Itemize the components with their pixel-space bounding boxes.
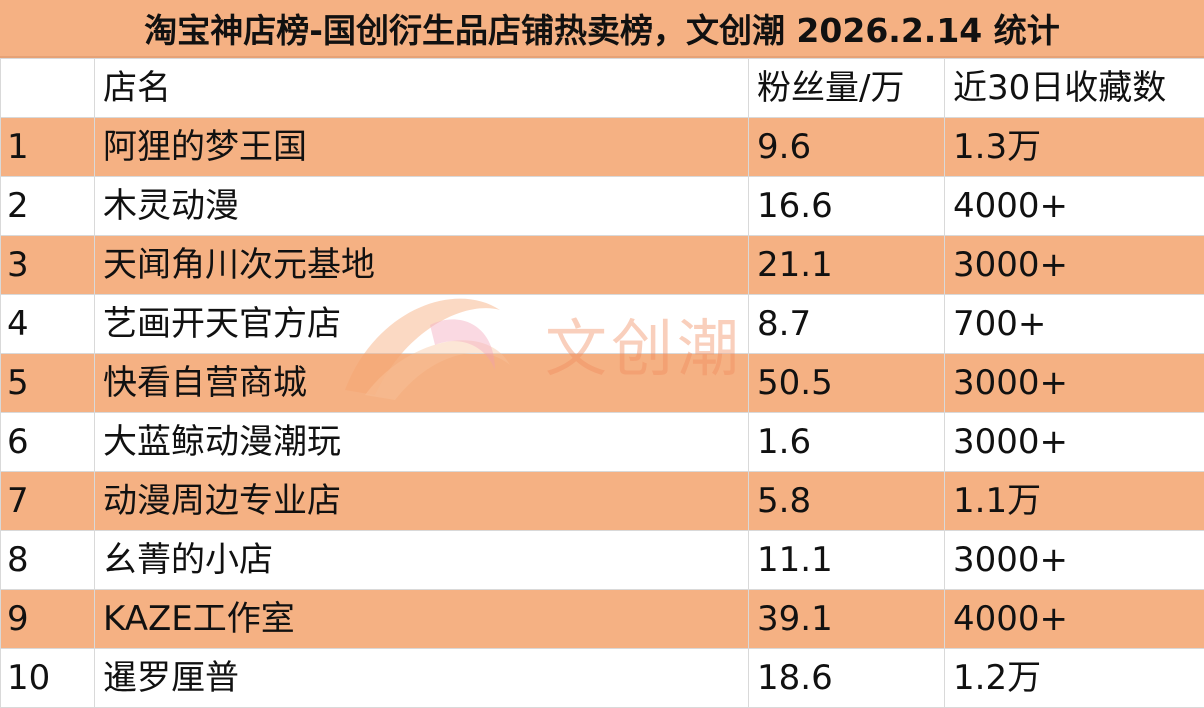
rank-cell: 3 <box>1 236 95 295</box>
store-name-cell: 快看自营商城 <box>95 354 749 413</box>
store-name-cell: 动漫周边专业店 <box>95 472 749 531</box>
favorites-cell: 3000+ <box>945 354 1204 413</box>
fans-cell: 39.1 <box>749 590 945 649</box>
store-name-cell: 木灵动漫 <box>95 177 749 236</box>
favorites-cell: 3000+ <box>945 531 1204 590</box>
fans-cell: 16.6 <box>749 177 945 236</box>
store-name-cell: 天闻角川次元基地 <box>95 236 749 295</box>
favorites-cell: 3000+ <box>945 413 1204 472</box>
title-row: 淘宝神店榜-国创衍生品店铺热卖榜，文创潮 2026.2.14 统计 <box>0 0 1204 58</box>
store-name-cell: KAZE工作室 <box>95 590 749 649</box>
favorites-cell: 3000+ <box>945 236 1204 295</box>
rank-cell: 9 <box>1 590 95 649</box>
header-row: 店名 粉丝量/万 近30日收藏数 <box>1 59 1204 118</box>
rank-cell: 8 <box>1 531 95 590</box>
favorites-cell: 1.1万 <box>945 472 1204 531</box>
favorites-cell: 1.2万 <box>945 649 1204 708</box>
favorites-cell: 4000+ <box>945 590 1204 649</box>
sheet-title: 淘宝神店榜-国创衍生品店铺热卖榜，文创潮 2026.2.14 统计 <box>144 4 1059 52</box>
rank-cell: 5 <box>1 354 95 413</box>
store-name-cell: 阿狸的梦王国 <box>95 118 749 177</box>
rank-cell: 6 <box>1 413 95 472</box>
store-name-cell: 艺画开天官方店 <box>95 295 749 354</box>
header-fans: 粉丝量/万 <box>749 59 945 118</box>
favorites-cell: 1.3万 <box>945 118 1204 177</box>
favorites-cell: 700+ <box>945 295 1204 354</box>
store-name-cell: 幺菁的小店 <box>95 531 749 590</box>
header-rank <box>1 59 95 118</box>
rank-cell: 10 <box>1 649 95 708</box>
store-name-cell: 大蓝鲸动漫潮玩 <box>95 413 749 472</box>
rank-cell: 7 <box>1 472 95 531</box>
fans-cell: 5.8 <box>749 472 945 531</box>
rank-cell: 1 <box>1 118 95 177</box>
fans-cell: 18.6 <box>749 649 945 708</box>
rank-cell: 2 <box>1 177 95 236</box>
header-name: 店名 <box>95 59 749 118</box>
store-name-cell: 暹罗厘普 <box>95 649 749 708</box>
fans-cell: 50.5 <box>749 354 945 413</box>
rank-cell: 4 <box>1 295 95 354</box>
fans-cell: 1.6 <box>749 413 945 472</box>
fans-cell: 8.7 <box>749 295 945 354</box>
fans-cell: 21.1 <box>749 236 945 295</box>
header-favorites: 近30日收藏数 <box>945 59 1204 118</box>
fans-cell: 9.6 <box>749 118 945 177</box>
favorites-cell: 4000+ <box>945 177 1204 236</box>
fans-cell: 11.1 <box>749 531 945 590</box>
